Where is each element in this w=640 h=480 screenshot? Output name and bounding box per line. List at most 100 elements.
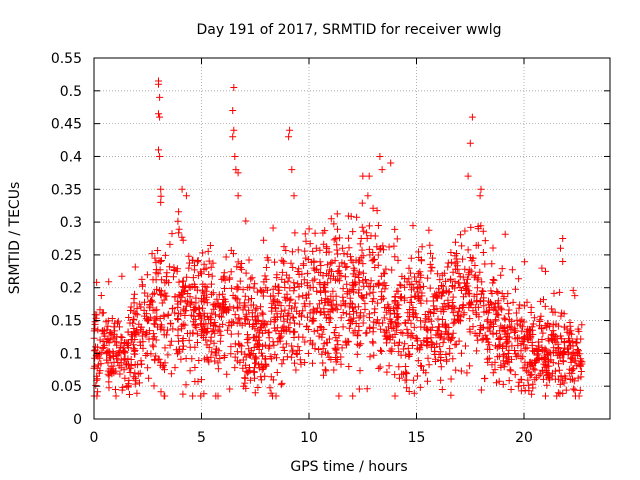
data-point bbox=[212, 392, 220, 400]
data-point bbox=[512, 285, 519, 293]
data-point bbox=[458, 349, 465, 357]
data-point bbox=[499, 344, 506, 352]
data-point bbox=[442, 351, 450, 358]
data-point bbox=[375, 365, 383, 372]
data-point bbox=[171, 309, 179, 317]
data-point bbox=[252, 359, 260, 367]
data-point bbox=[507, 323, 515, 331]
data-point bbox=[493, 288, 501, 295]
data-point bbox=[251, 355, 258, 363]
data-point bbox=[541, 302, 549, 310]
data-point bbox=[233, 348, 241, 356]
data-point bbox=[304, 326, 312, 333]
data-point bbox=[96, 367, 104, 375]
data-point bbox=[542, 392, 549, 400]
data-point bbox=[369, 288, 377, 296]
data-point bbox=[298, 280, 305, 288]
data-point bbox=[433, 305, 441, 313]
data-point bbox=[465, 304, 473, 312]
data-point bbox=[199, 304, 206, 312]
data-point bbox=[309, 283, 317, 291]
data-point bbox=[329, 287, 337, 295]
data-point bbox=[112, 352, 120, 360]
data-point bbox=[227, 350, 235, 358]
data-point bbox=[99, 344, 107, 352]
data-point bbox=[306, 309, 314, 317]
data-point bbox=[280, 243, 288, 251]
data-point bbox=[287, 295, 295, 303]
data-point bbox=[431, 290, 439, 298]
data-point bbox=[491, 366, 499, 374]
data-point bbox=[340, 250, 348, 258]
data-point bbox=[355, 274, 363, 281]
y-tick-label: 0 bbox=[73, 412, 82, 428]
data-point bbox=[559, 357, 567, 365]
data-point bbox=[253, 288, 261, 296]
data-point bbox=[332, 324, 340, 331]
data-point bbox=[417, 271, 425, 279]
data-point bbox=[412, 277, 420, 285]
x-tick-label: 0 bbox=[90, 430, 99, 446]
data-point bbox=[477, 326, 484, 333]
data-point bbox=[559, 389, 567, 397]
data-point bbox=[421, 318, 429, 326]
data-point bbox=[529, 384, 537, 392]
data-point bbox=[199, 287, 206, 295]
data-point bbox=[541, 345, 549, 353]
data-point bbox=[157, 257, 165, 265]
plot-frame bbox=[93, 57, 611, 420]
data-point bbox=[349, 392, 357, 400]
data-point bbox=[194, 339, 201, 346]
data-point bbox=[208, 309, 216, 317]
data-point bbox=[561, 323, 569, 331]
data-point bbox=[112, 386, 119, 393]
data-point bbox=[359, 172, 367, 180]
data-point bbox=[369, 338, 377, 346]
data-point bbox=[240, 301, 248, 309]
data-point bbox=[379, 319, 387, 327]
data-point bbox=[385, 362, 393, 370]
data-point bbox=[331, 257, 339, 265]
data-point bbox=[505, 306, 513, 314]
data-point bbox=[141, 289, 149, 297]
data-point bbox=[426, 241, 434, 249]
x-tick-label: 10 bbox=[300, 430, 318, 446]
data-point bbox=[229, 107, 237, 114]
data-point bbox=[562, 386, 570, 394]
data-point bbox=[518, 327, 526, 335]
data-point bbox=[124, 342, 132, 349]
data-point bbox=[544, 335, 552, 343]
data-point bbox=[415, 293, 423, 301]
data-point bbox=[337, 360, 345, 368]
data-point bbox=[571, 357, 579, 365]
data-point bbox=[438, 289, 446, 297]
data-point bbox=[571, 386, 579, 394]
data-point bbox=[342, 310, 350, 318]
data-point bbox=[401, 283, 409, 291]
data-point bbox=[164, 351, 172, 359]
data-point bbox=[300, 276, 308, 284]
data-points bbox=[90, 77, 586, 400]
data-point bbox=[251, 325, 259, 333]
data-point bbox=[357, 309, 365, 317]
data-point bbox=[355, 385, 363, 393]
data-point bbox=[109, 348, 117, 356]
data-point bbox=[156, 361, 164, 369]
data-point bbox=[137, 323, 145, 331]
data-point bbox=[366, 353, 374, 361]
data-point bbox=[506, 322, 514, 330]
data-point bbox=[349, 282, 357, 290]
data-point bbox=[285, 309, 293, 317]
data-point bbox=[331, 344, 339, 352]
data-point bbox=[575, 392, 583, 400]
data-point bbox=[403, 325, 411, 333]
data-point bbox=[379, 294, 387, 302]
data-point bbox=[195, 357, 203, 364]
data-point bbox=[523, 298, 531, 306]
data-point bbox=[502, 340, 510, 348]
data-point bbox=[566, 376, 574, 383]
data-point bbox=[243, 336, 251, 343]
data-point bbox=[477, 386, 485, 394]
data-point bbox=[488, 361, 496, 369]
